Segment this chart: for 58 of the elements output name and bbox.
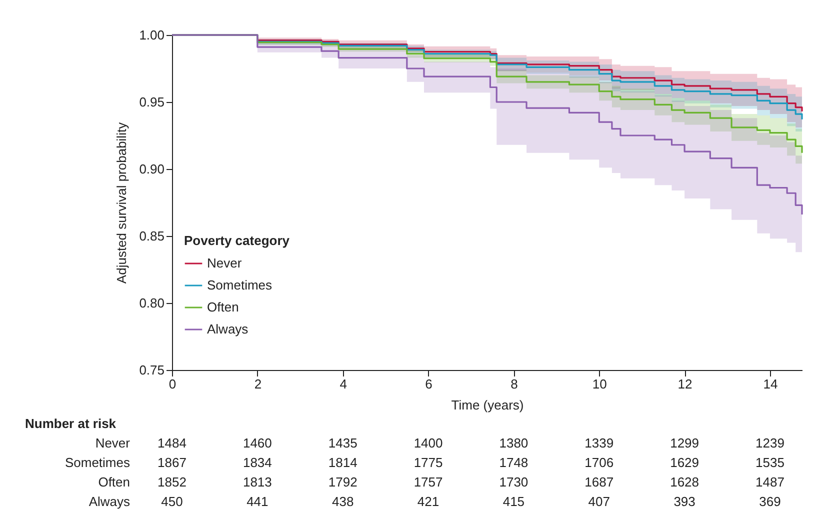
text: 441 bbox=[246, 494, 268, 510]
text: 1757 bbox=[414, 474, 443, 490]
text: 1460 bbox=[242, 435, 272, 450]
x-tick-label: 10 bbox=[592, 376, 607, 392]
x-tick-label: 12 bbox=[678, 376, 692, 392]
text: 1484 bbox=[158, 435, 186, 450]
x-tick-label: 4 bbox=[340, 376, 347, 392]
x-tick-label: 14 bbox=[763, 376, 778, 392]
text: 1435 bbox=[328, 435, 358, 450]
legend-label: Sometimes bbox=[207, 278, 273, 292]
text: Number at risk bbox=[25, 416, 117, 431]
legend-title: Poverty category bbox=[184, 233, 290, 248]
text: 1400 bbox=[414, 435, 443, 450]
text: 369 bbox=[759, 494, 781, 510]
legend-label: Never bbox=[207, 256, 242, 270]
text: Sometimes bbox=[64, 455, 130, 470]
legend-label: Often bbox=[207, 300, 239, 314]
text: 1299 bbox=[670, 435, 700, 450]
text: 1834 bbox=[242, 455, 272, 470]
text: Never bbox=[95, 435, 131, 450]
legend-label: Always bbox=[207, 322, 249, 336]
text: Often bbox=[98, 474, 130, 490]
text: 393 bbox=[674, 494, 696, 510]
text: 1775 bbox=[414, 455, 443, 470]
text: 1239 bbox=[756, 435, 784, 450]
text: 1706 bbox=[584, 455, 614, 470]
text: 1629 bbox=[670, 455, 700, 470]
text: 1814 bbox=[328, 455, 358, 470]
text: 415 bbox=[502, 494, 525, 510]
y-tick-label: 0.85 bbox=[139, 228, 164, 244]
text: Always bbox=[88, 494, 130, 510]
y-tick-label: 0.75 bbox=[139, 362, 164, 378]
text: 407 bbox=[588, 494, 610, 510]
text: 450 bbox=[161, 494, 183, 510]
text: 1628 bbox=[670, 474, 700, 490]
y-tick-label: 0.95 bbox=[139, 94, 164, 110]
text: 1813 bbox=[242, 474, 272, 490]
text: 1748 bbox=[499, 455, 528, 470]
text: 1852 bbox=[158, 474, 186, 490]
text: 1867 bbox=[158, 455, 186, 470]
y-axis-title: Adjusted survival probability bbox=[114, 122, 130, 284]
x-axis-title: Time (years) bbox=[451, 398, 524, 412]
text: 1487 bbox=[756, 474, 784, 490]
y-tick-label: 0.90 bbox=[139, 162, 164, 176]
text: 1730 bbox=[499, 474, 528, 490]
text: 438 bbox=[332, 494, 354, 510]
x-tick-label: 6 bbox=[425, 376, 432, 392]
text: 421 bbox=[417, 494, 440, 510]
x-tick-label: 0 bbox=[168, 376, 176, 392]
text: 1339 bbox=[584, 435, 614, 450]
y-tick-label: 1.00 bbox=[139, 28, 164, 42]
x-tick-label: 2 bbox=[254, 376, 262, 392]
y-tick-label: 0.80 bbox=[139, 296, 164, 310]
text: 1687 bbox=[584, 474, 614, 490]
text: 1792 bbox=[328, 474, 358, 490]
x-tick-label: 8 bbox=[510, 376, 518, 392]
text: 1380 bbox=[499, 435, 528, 450]
text: 1535 bbox=[756, 455, 784, 470]
